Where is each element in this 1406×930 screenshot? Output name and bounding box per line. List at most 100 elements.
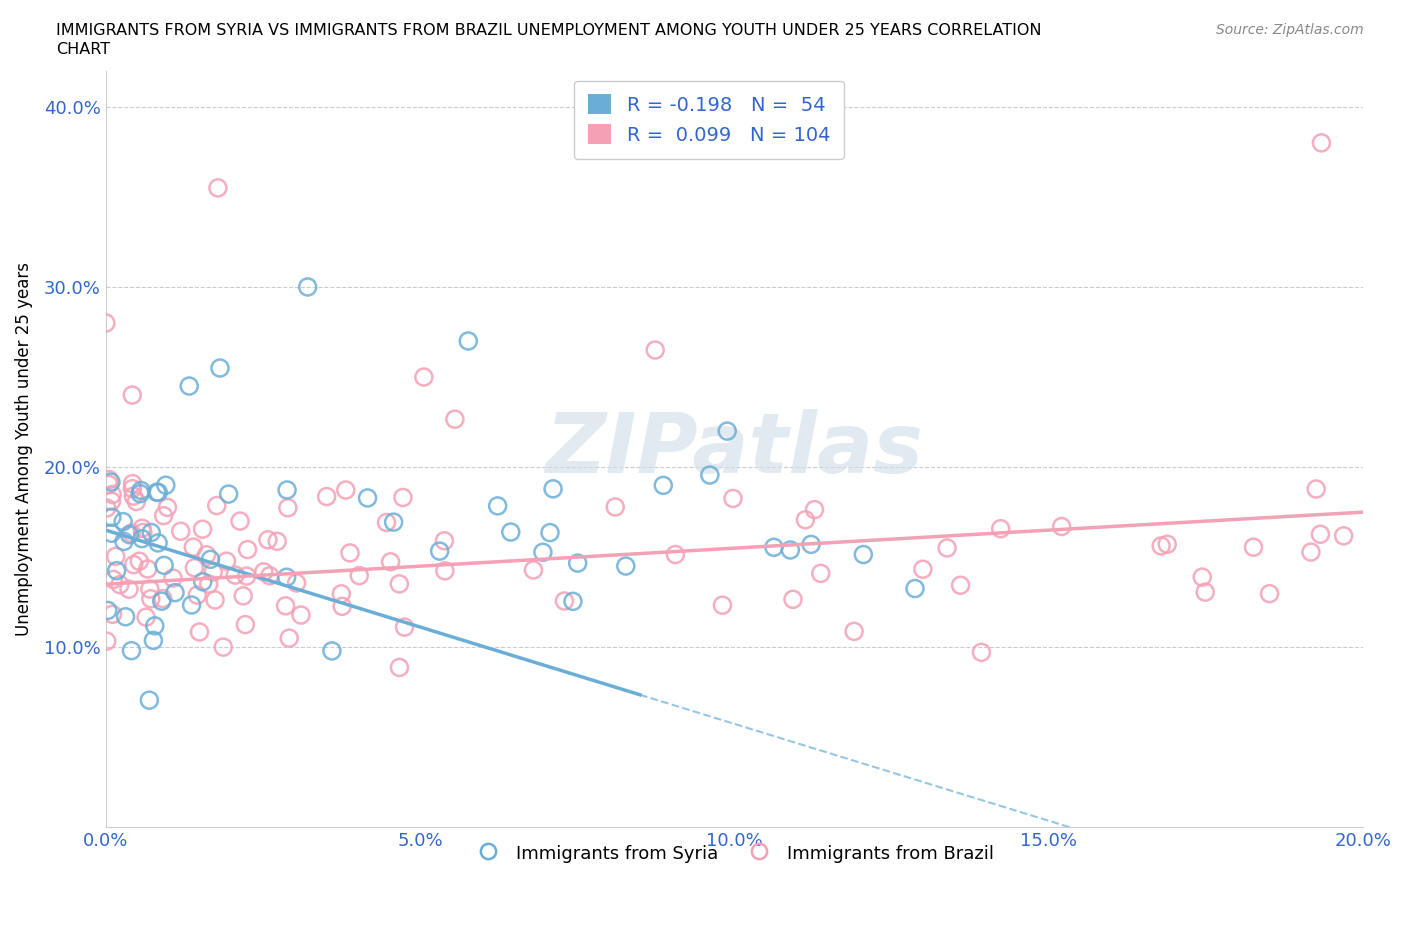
Point (457, 334, 479, 349)
Point (335, 483, 357, 498)
Point (721, 491, 744, 506)
Point (356, 490, 378, 505)
Y-axis label: Unemployment Among Youth under 25 years: Unemployment Among Youth under 25 years (15, 262, 32, 636)
Point (392, 490, 415, 505)
Point (433, 533, 456, 548)
Point (100, 525, 122, 540)
Point (98, 472, 121, 487)
Point (1191, 570, 1213, 585)
Point (195, 548, 218, 563)
Point (1150, 538, 1173, 553)
Point (285, 576, 308, 591)
Point (156, 500, 179, 515)
Point (232, 589, 254, 604)
Point (212, 640, 235, 655)
Point (259, 568, 281, 583)
Point (105, 564, 128, 578)
Point (277, 500, 299, 515)
Point (1258, 586, 1281, 601)
Point (215, 553, 238, 568)
Point (522, 563, 544, 578)
Point (278, 631, 301, 645)
Point (257, 532, 280, 547)
Point (121, 644, 143, 658)
Point (1333, 528, 1355, 543)
Point (711, 598, 734, 613)
Point (118, 582, 141, 597)
Point (143, 618, 166, 633)
Point (388, 577, 411, 591)
Point (605, 499, 627, 514)
Point (129, 486, 152, 501)
Point (339, 546, 361, 561)
Point (145, 485, 167, 499)
Point (121, 388, 143, 403)
Point (321, 644, 343, 658)
Point (800, 537, 823, 551)
Point (803, 502, 825, 517)
Point (202, 565, 225, 579)
Point (136, 562, 159, 577)
Point (276, 483, 298, 498)
Point (394, 619, 416, 634)
Point (412, 369, 434, 384)
Point (330, 587, 353, 602)
Point (129, 483, 152, 498)
Point (297, 280, 319, 295)
Point (141, 525, 163, 540)
Point (148, 485, 170, 499)
Point (936, 540, 959, 555)
Point (96, 500, 118, 515)
Point (103, 572, 125, 587)
Point (163, 585, 186, 600)
Legend: Immigrants from Syria, Immigrants from Brazil: Immigrants from Syria, Immigrants from B… (467, 835, 1001, 871)
Point (131, 521, 153, 536)
Point (810, 565, 832, 580)
Point (150, 593, 173, 608)
Point (197, 577, 219, 591)
Point (531, 545, 554, 560)
Point (911, 562, 934, 577)
Point (1050, 519, 1073, 534)
Point (699, 468, 721, 483)
Point (122, 488, 145, 503)
Point (181, 539, 204, 554)
Point (204, 592, 226, 607)
Point (235, 568, 257, 583)
Point (429, 544, 451, 559)
Point (444, 412, 467, 427)
Point (122, 557, 145, 572)
Point (652, 478, 675, 493)
Point (191, 575, 214, 590)
Point (100, 494, 122, 509)
Point (135, 610, 157, 625)
Text: CHART: CHART (56, 42, 110, 57)
Point (153, 558, 176, 573)
Point (499, 525, 522, 539)
Point (205, 498, 228, 513)
Point (162, 571, 184, 586)
Point (664, 547, 686, 562)
Point (949, 578, 972, 592)
Point (132, 525, 155, 539)
Point (1310, 136, 1333, 151)
Point (375, 515, 398, 530)
Point (224, 567, 246, 582)
Point (541, 482, 564, 497)
Point (276, 570, 298, 585)
Point (382, 514, 405, 529)
Point (1156, 537, 1178, 551)
Point (904, 581, 927, 596)
Point (1305, 482, 1327, 497)
Point (121, 476, 143, 491)
Point (380, 554, 402, 569)
Point (1309, 526, 1331, 541)
Point (131, 531, 153, 546)
Point (1243, 539, 1265, 554)
Point (235, 618, 257, 632)
Point (180, 598, 202, 613)
Point (97, 603, 120, 618)
Point (236, 542, 259, 557)
Point (562, 594, 585, 609)
Point (782, 591, 804, 606)
